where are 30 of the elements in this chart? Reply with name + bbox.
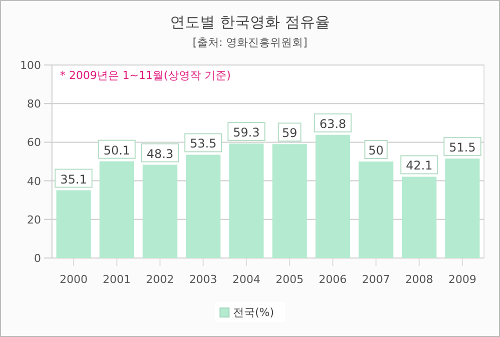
x-tick-label: 2004	[232, 273, 260, 286]
x-tick-label: 2005	[276, 273, 304, 286]
x-tick-label: 2007	[362, 273, 390, 286]
legend-label: 전국(%)	[233, 306, 274, 319]
chart-title: 연도별 한국영화 점유율	[170, 13, 330, 31]
y-tick-label: 0	[34, 252, 41, 265]
x-tick-label: 2003	[189, 273, 218, 286]
x-tick-label: 2002	[146, 273, 174, 286]
y-tick-label: 80	[27, 98, 41, 111]
data-label: 35.1	[60, 172, 87, 186]
data-label: 51.5	[449, 140, 476, 155]
x-tick-label: 2000	[60, 273, 88, 286]
data-label: 53.5	[190, 136, 217, 151]
y-tick-label: 60	[27, 136, 41, 150]
x-tick-label: 2001	[102, 273, 131, 286]
y-tick-label: 100	[20, 59, 41, 72]
data-label: 59	[282, 126, 298, 140]
data-label: 59.3	[233, 126, 260, 140]
data-label: 48.3	[146, 146, 174, 161]
x-tick-label: 2009	[448, 273, 476, 286]
y-tick-label: 20	[27, 213, 41, 226]
y-tick-label: 40	[27, 174, 41, 188]
data-label: 50.1	[103, 143, 130, 158]
annotation: * 2009년은 1~11월(상영작 기준)	[60, 69, 231, 82]
chart-subtitle: [출처: 영화진흥위원회]	[192, 36, 308, 49]
data-label: 63.8	[319, 116, 346, 131]
data-label: 42.1	[406, 158, 433, 173]
x-tick-label: 2008	[405, 273, 434, 286]
x-tick-label: 2006	[318, 273, 347, 286]
data-label: 50	[368, 144, 384, 158]
